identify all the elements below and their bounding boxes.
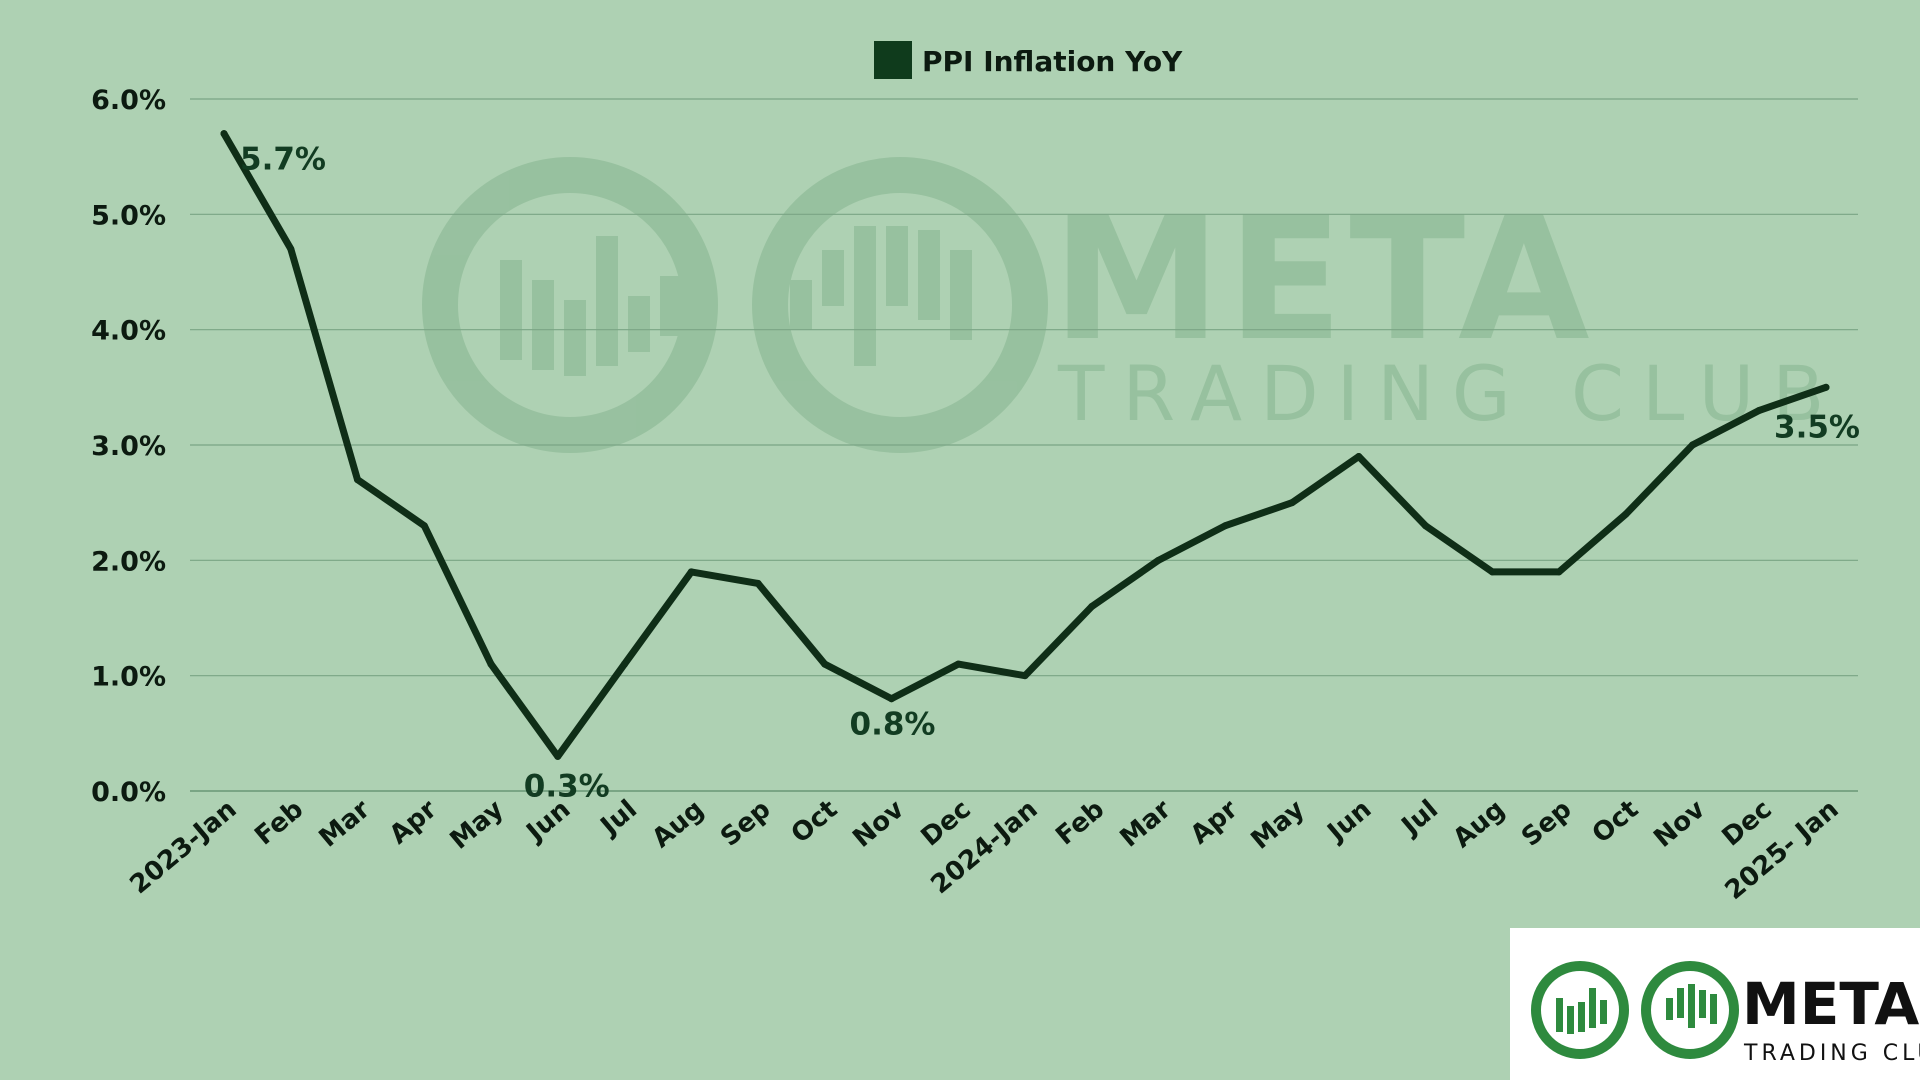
logo-infinity-icon <box>1531 961 1739 1059</box>
x-tick-label: Sep <box>1516 794 1577 852</box>
y-tick-label: 2.0% <box>91 546 166 577</box>
data-point <box>1088 602 1096 610</box>
x-tick-label: Mar <box>1115 794 1178 853</box>
y-axis-ticks: 0.0% 1.0% 2.0% 3.0% 4.0% 5.0% 6.0% <box>91 85 166 808</box>
x-tick-label: Aug <box>1448 794 1511 854</box>
legend-label: PPI Inflation YoY <box>922 45 1183 78</box>
data-point <box>354 476 361 484</box>
data-point <box>621 660 628 668</box>
data-point <box>1822 383 1830 391</box>
data-point <box>1422 522 1429 530</box>
x-tick-label: Feb <box>1050 794 1110 851</box>
data-point <box>1288 499 1296 507</box>
gridlines <box>190 98 1858 792</box>
x-tick-label: May <box>1246 794 1311 855</box>
data-label: 0.8% <box>850 707 936 743</box>
x-tick-label: Feb <box>249 794 309 851</box>
data-point <box>1689 441 1696 449</box>
x-tick-label: Apr <box>1185 794 1244 850</box>
data-point <box>687 568 695 576</box>
x-tick-label: Nov <box>1648 794 1711 853</box>
logo-bars-icon <box>1556 984 1717 1034</box>
x-axis-ticks: 2023-Jan Feb Mar Apr May Jun Jul Aug Sep Oct Nov De… <box>124 794 1844 906</box>
x-tick-label: Oct <box>786 794 844 849</box>
logo-title: META <box>1742 970 1919 1038</box>
data-point <box>954 660 962 668</box>
legend: PPI Inflation YoY <box>874 41 1183 79</box>
data-point <box>1555 568 1563 576</box>
legend-swatch <box>874 41 912 79</box>
data-point <box>287 245 295 253</box>
x-tick-label: Apr <box>384 794 443 850</box>
x-tick-label: Jun <box>1321 794 1378 848</box>
data-label: 5.7% <box>240 142 326 178</box>
x-tick-label: May <box>445 794 510 855</box>
x-tick-label: Sep <box>715 794 776 852</box>
data-point <box>1488 568 1496 576</box>
y-tick-label: 5.0% <box>91 200 166 231</box>
data-point <box>1221 522 1229 530</box>
brand-logo: META TRADING CLUB <box>1510 928 1920 1080</box>
data-point <box>754 579 762 587</box>
data-point <box>420 522 428 530</box>
data-label: 3.5% <box>1774 409 1860 445</box>
data-point <box>888 695 895 703</box>
y-tick-label: 1.0% <box>91 662 166 693</box>
x-tick-label: 2023-Jan <box>124 794 242 900</box>
x-tick-label: Mar <box>314 794 377 853</box>
y-tick-label: 0.0% <box>91 777 166 808</box>
data-point <box>1622 510 1630 518</box>
x-tick-label: Nov <box>847 794 910 853</box>
watermark-subtitle: TRADING CLUB <box>1057 349 1842 438</box>
data-point <box>487 660 495 668</box>
watermark-infinity-icon <box>422 157 1048 453</box>
data-point <box>220 130 228 138</box>
x-tick-label: Jul <box>1395 794 1444 842</box>
annotations: 5.7% 0.3% 0.8% 3.5% <box>240 142 1860 805</box>
x-tick-label: Oct <box>1587 794 1645 849</box>
data-point <box>1155 556 1162 564</box>
y-tick-label: 3.0% <box>91 431 166 462</box>
data-point <box>554 752 562 760</box>
data-label: 0.3% <box>524 768 610 804</box>
data-point <box>1355 453 1363 461</box>
data-point <box>821 660 829 668</box>
watermark-bars-icon <box>500 226 972 376</box>
series-layer <box>220 130 1830 760</box>
data-point <box>1755 406 1763 414</box>
y-tick-label: 6.0% <box>91 85 166 116</box>
data-point <box>1021 672 1029 680</box>
x-tick-label: Aug <box>647 794 710 854</box>
logo-subtitle: TRADING CLUB <box>1743 1041 1920 1066</box>
y-tick-label: 4.0% <box>91 316 166 347</box>
